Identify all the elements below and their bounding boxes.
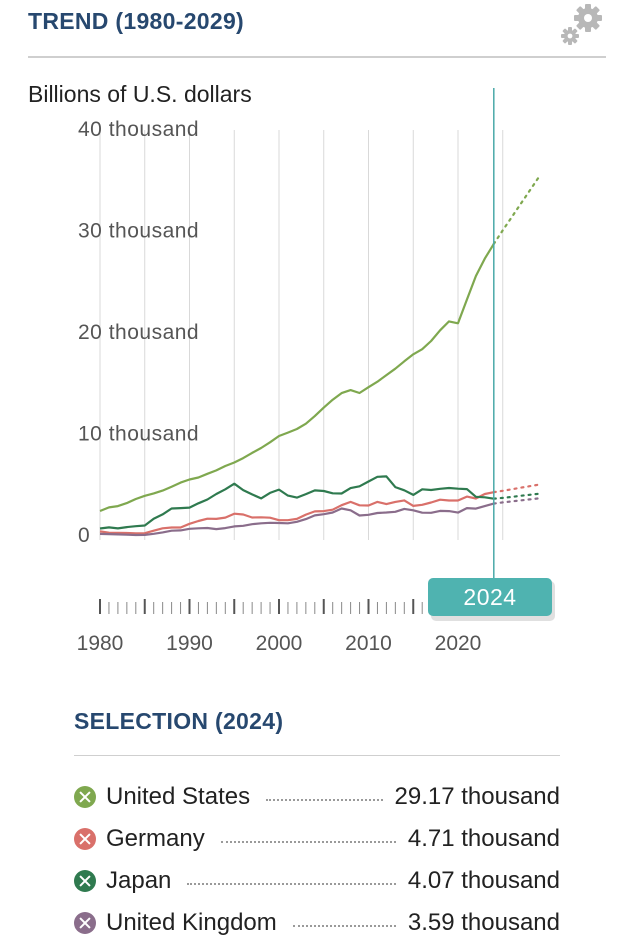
legend-name: United States (106, 783, 251, 810)
legend-row-japan[interactable]: Japan 4.07 thousand (74, 860, 560, 902)
selection-title: SELECTION (2024) (74, 708, 284, 734)
germany-marker-icon (74, 828, 96, 850)
series-line-germany (99, 491, 495, 535)
x-axis: 1980 1990 2000 2010 2020 (77, 599, 540, 655)
header-divider (28, 56, 606, 58)
legend-row-germany[interactable]: Germany 4.71 thousand (74, 818, 560, 860)
legend-row-united-kingdom[interactable]: United Kingdom 3.59 thousand (74, 902, 560, 944)
leader-dots (187, 883, 396, 885)
leader-dots (266, 799, 383, 801)
x-tick-label: 1980 (77, 632, 124, 655)
trend-title: TREND (1980-2029) (28, 8, 245, 34)
x-tick-label: 2020 (435, 632, 482, 655)
legend-value: 29.17 thousand (394, 783, 560, 810)
y-tick-label: 10 thousand (78, 423, 199, 446)
series-forecast-japan (492, 492, 540, 500)
legend-value: 4.07 thousand (407, 867, 560, 894)
japan-marker-icon (74, 870, 96, 892)
grid-lines (99, 130, 504, 540)
legend-name: Japan (106, 867, 172, 894)
y-tick-label: 20 thousand (78, 321, 199, 344)
legend-row-united-states[interactable]: United States 29.17 thousand (74, 776, 560, 818)
y-tick-label: 40 thousand (78, 118, 199, 141)
legend-value: 3.59 thousand (407, 909, 560, 936)
trend-chart[interactable]: 0 10 thousand 20 thousand 30 thousand 40 tho… (0, 0, 640, 700)
gear-icon[interactable] (556, 2, 608, 48)
series-line-united-kingdom (99, 502, 495, 537)
series-forecast-germany (492, 483, 540, 494)
united-states-marker-icon (74, 786, 96, 808)
y-axis-unit-label: Billions of U.S. dollars (28, 81, 252, 107)
y-axis-labels: 0 10 thousand 20 thousand 30 thousand 40 tho… (78, 118, 199, 547)
series-forecast-united-states (492, 176, 540, 245)
badge-background (428, 578, 552, 616)
selected-year-badge: 2024 (428, 578, 555, 621)
series-line-united-states (99, 243, 495, 513)
selection-divider (74, 755, 560, 756)
y-tick-label: 30 thousand (78, 220, 199, 243)
united-kingdom-marker-icon (74, 912, 96, 934)
x-tick-label: 2010 (345, 632, 392, 655)
y-tick-label: 0 (78, 524, 90, 547)
x-tick-label: 1990 (166, 632, 213, 655)
legend-name: United Kingdom (106, 909, 277, 936)
series-lines (99, 176, 540, 537)
leader-dots (220, 841, 396, 843)
leader-dots (292, 925, 396, 927)
series-line-japan (99, 475, 494, 530)
legend-value: 4.71 thousand (407, 825, 560, 852)
x-tick-label: 2000 (256, 632, 303, 655)
legend-name: Germany (106, 825, 205, 852)
series-forecast-united-kingdom (492, 497, 540, 505)
selection-legend: United States 29.17 thousand Germany 4.7… (74, 776, 560, 944)
selected-year-badge-label: 2024 (463, 584, 516, 610)
